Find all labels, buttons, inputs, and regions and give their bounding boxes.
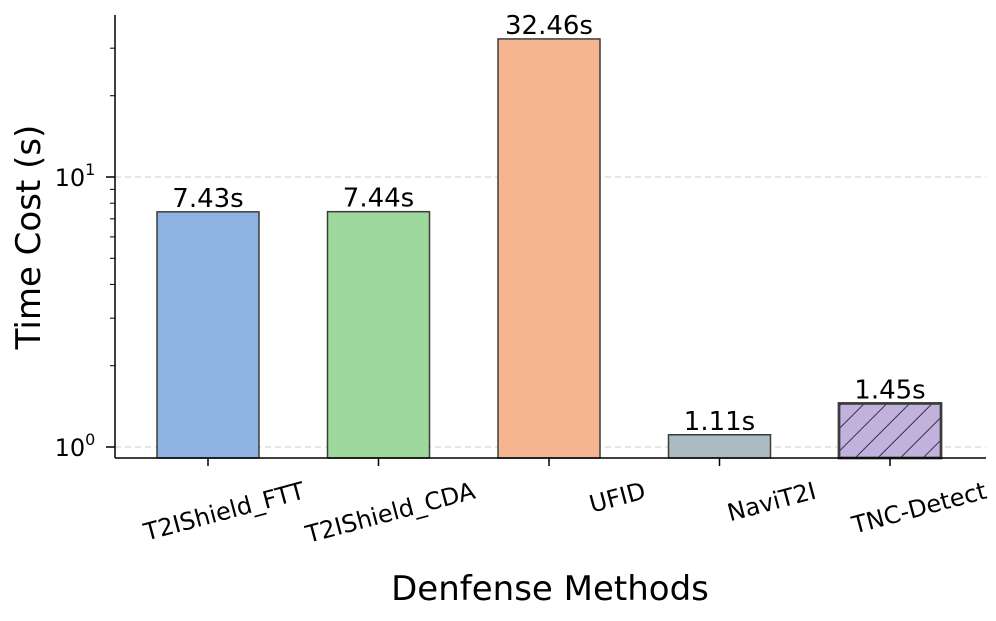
bar-ufid: [497, 38, 601, 459]
data-labels: 7.43s 7.44s 32.46s 1.11s 1.45s: [172, 11, 925, 437]
y-tick-label: 101: [55, 160, 96, 192]
data-label: 1.45s: [854, 375, 925, 405]
x-tick-label: NaviT2I: [724, 477, 819, 527]
x-axis-title: Denfense Methods: [391, 569, 709, 609]
x-tick-label: T2IShield_FTT: [140, 477, 308, 547]
data-label: 7.43s: [172, 184, 243, 214]
y-tick-label: 100: [55, 430, 96, 462]
x-tick-label: UFID: [586, 477, 648, 519]
x-tick-label: TNC-Detect: [848, 477, 990, 540]
data-label: 7.44s: [343, 184, 414, 214]
bar-hatch-pattern: [837, 402, 943, 460]
data-label: 32.46s: [505, 11, 593, 41]
bar-navit2i: [667, 434, 772, 459]
y-tick-label-base: 10: [55, 434, 86, 462]
bars: [156, 38, 943, 460]
bar-t2ishield-ftt: [156, 211, 260, 459]
y-tick-label-exponent: 1: [85, 160, 95, 179]
bar-t2ishield-cda: [326, 210, 431, 459]
y-axis-title: Time Cost (s): [9, 125, 49, 351]
y-tick-label-base: 10: [55, 164, 86, 192]
data-label: 1.11s: [684, 407, 755, 437]
x-tick-label: T2IShield_CDA: [302, 477, 479, 549]
y-tick-label-exponent: 0: [85, 430, 95, 449]
